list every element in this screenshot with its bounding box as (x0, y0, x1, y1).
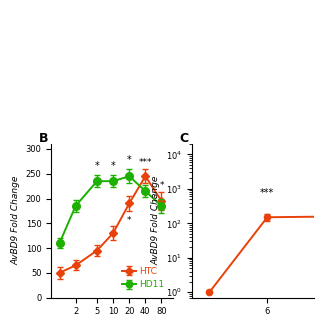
Text: ***: *** (260, 188, 275, 198)
Legend: HTC, HD11: HTC, HD11 (119, 263, 168, 293)
Text: C: C (179, 132, 188, 145)
Text: *: * (159, 180, 164, 189)
Text: *: * (127, 155, 132, 165)
Text: ***: *** (139, 158, 152, 167)
Text: *: * (111, 161, 116, 171)
Text: *: * (127, 216, 132, 225)
Text: *: * (95, 161, 99, 171)
Text: B: B (38, 132, 48, 145)
Y-axis label: AvBD9 Fold Change: AvBD9 Fold Change (11, 176, 20, 266)
Y-axis label: AvBD9 Fold Change: AvBD9 Fold Change (152, 176, 161, 266)
